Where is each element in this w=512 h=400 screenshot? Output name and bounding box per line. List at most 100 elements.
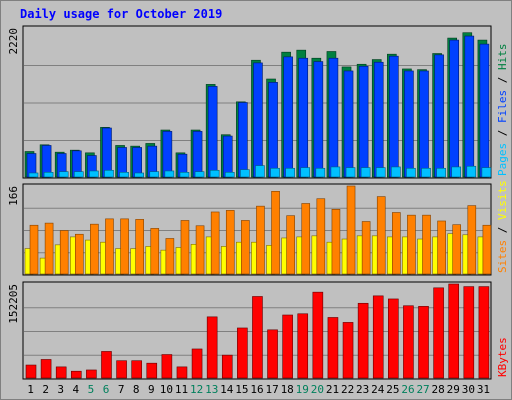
x-tick-label: 6: [103, 383, 110, 396]
bar-files-day-14: [222, 135, 233, 178]
bar-kbytes-day-27: [418, 306, 429, 379]
bar-pages-day-22: [345, 167, 356, 178]
bar-pages-day-10: [164, 170, 175, 178]
bar-pages-day-9: [149, 171, 160, 178]
bar-pages-day-30: [466, 165, 477, 178]
bar-kbytes-day-4: [70, 370, 82, 379]
bar-kbytes-day-28: [433, 287, 444, 379]
legend-item: /: [496, 123, 509, 143]
bar-kbytes-day-1: [25, 364, 37, 379]
bar-pages-day-15: [240, 169, 250, 178]
bar-files-day-10: [162, 131, 173, 178]
bar-pages-day-27: [421, 167, 431, 178]
x-tick-label: 29: [447, 383, 460, 396]
bar-kbytes-day-12: [191, 348, 203, 379]
bar-files-day-30: [464, 35, 475, 178]
bar-sites-day-1: [29, 224, 39, 275]
bar-pages-day-11: [179, 172, 190, 178]
bar-kbytes-day-13: [206, 316, 218, 379]
bar-kbytes-day-23: [357, 302, 369, 379]
x-tick-label: 16: [250, 383, 263, 396]
bar-pages-day-2: [43, 172, 54, 178]
bar-sites-day-12: [195, 225, 205, 275]
bar-sites-day-15: [241, 220, 250, 275]
bar-sites-day-13: [210, 211, 220, 275]
bar-kbytes-day-20: [312, 291, 324, 379]
bar-kbytes-day-7: [116, 360, 127, 379]
bar-pages-day-28: [436, 167, 446, 178]
bar-files-day-21: [328, 57, 339, 178]
bar-pages-day-12: [194, 171, 205, 178]
bar-kbytes-day-30: [463, 286, 475, 379]
bar-sites-day-31: [482, 224, 492, 275]
x-tick-label: 30: [462, 383, 475, 396]
bar-sites-day-17: [271, 191, 280, 275]
bar-sites-day-10: [165, 238, 175, 275]
bar-files-day-25: [389, 55, 399, 178]
bar-pages-day-24: [375, 167, 386, 178]
chart-title: Daily usage for October 2019: [20, 7, 222, 21]
x-tick-label: 23: [356, 383, 369, 396]
bar-kbytes-day-6: [101, 351, 112, 379]
x-tick-label: 18: [281, 383, 294, 396]
bar-sites-day-28: [437, 220, 446, 275]
bar-kbytes-day-31: [478, 286, 490, 379]
bar-kbytes-day-22: [342, 322, 354, 379]
bar-kbytes-day-10: [161, 354, 173, 379]
bar-pages-day-14: [224, 172, 235, 178]
ymax-label-kbytes: 152205: [7, 284, 20, 324]
legend-item: Visits: [496, 180, 509, 220]
bar-sites-day-29: [452, 224, 462, 275]
ymax-label-hits_files_pages: 2220: [7, 28, 20, 55]
x-tick-label: 21: [326, 383, 339, 396]
bar-kbytes-day-5: [86, 369, 97, 379]
bar-kbytes-day-26: [403, 305, 414, 379]
bar-kbytes-day-21: [327, 317, 339, 379]
bar-sites-day-8: [135, 219, 144, 275]
legend-item: Pages: [496, 143, 509, 176]
bar-files-day-26: [404, 70, 414, 178]
legend-kbytes: KBytes: [496, 337, 509, 377]
legend-hits_files_pages: Pages / Files / Hits: [496, 44, 509, 177]
bar-sites-day-7: [120, 218, 129, 275]
bar-sites-day-6: [105, 218, 114, 275]
x-tick-label: 22: [341, 383, 354, 396]
bar-pages-day-6: [104, 169, 114, 178]
legend-item: Files: [496, 90, 509, 123]
bar-sites-day-2: [44, 222, 54, 275]
bar-files-day-24: [373, 61, 384, 178]
bar-files-day-16: [253, 62, 263, 178]
bar-sites-day-21: [331, 209, 341, 275]
bar-sites-day-18: [286, 215, 295, 275]
bar-sites-day-22: [346, 185, 356, 275]
bar-pages-day-4: [73, 171, 84, 178]
bar-sites-day-19: [301, 203, 311, 275]
bar-pages-day-3: [58, 171, 69, 178]
legend-item: KBytes: [496, 337, 509, 377]
bar-files-day-28: [434, 54, 444, 178]
x-tick-label: 31: [477, 383, 490, 396]
bar-pages-day-5: [89, 170, 99, 178]
bar-sites-day-23: [361, 221, 371, 275]
x-tick-label: 27: [416, 383, 429, 396]
bar-pages-day-21: [330, 166, 341, 178]
bar-sites-day-4: [74, 233, 84, 275]
bar-kbytes-day-29: [448, 283, 460, 379]
bar-files-day-20: [313, 61, 324, 178]
bar-pages-day-26: [406, 167, 416, 178]
bar-kbytes-day-17: [267, 329, 278, 379]
x-tick-label: 2: [42, 383, 49, 396]
bar-sites-day-20: [316, 198, 326, 275]
x-tick-label: 13: [205, 383, 218, 396]
bar-files-day-8: [132, 147, 142, 178]
bar-pages-day-8: [134, 172, 144, 178]
bar-pages-day-20: [315, 167, 326, 178]
bar-sites-day-24: [376, 196, 386, 275]
bar-files-day-6: [102, 127, 112, 178]
x-tick-label: 19: [296, 383, 309, 396]
legend-item: /: [496, 70, 509, 90]
bar-kbytes-day-18: [282, 314, 293, 379]
bar-sites-day-27: [422, 214, 431, 275]
bar-files-day-29: [449, 39, 460, 178]
